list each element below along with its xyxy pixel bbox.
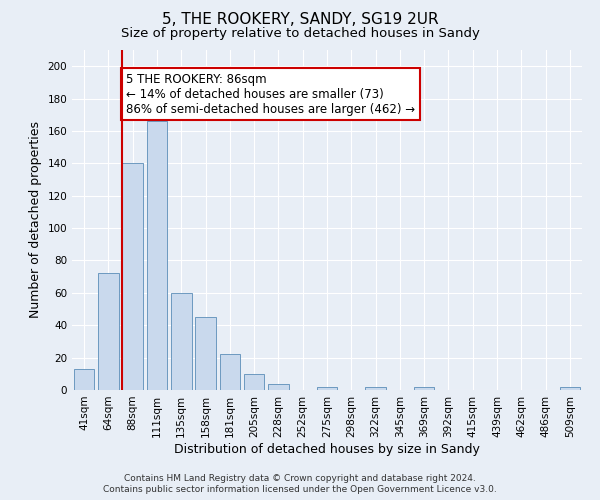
Bar bbox=[146, 121, 167, 390]
Bar bbox=[171, 293, 191, 390]
Bar bbox=[560, 387, 580, 390]
Text: 5, THE ROOKERY, SANDY, SG19 2UR: 5, THE ROOKERY, SANDY, SG19 2UR bbox=[161, 12, 439, 28]
Text: 5 THE ROOKERY: 86sqm
← 14% of detached houses are smaller (73)
86% of semi-detac: 5 THE ROOKERY: 86sqm ← 14% of detached h… bbox=[126, 72, 415, 116]
Bar bbox=[268, 384, 289, 390]
Bar bbox=[122, 164, 143, 390]
Bar bbox=[74, 369, 94, 390]
Text: Contains HM Land Registry data © Crown copyright and database right 2024.
Contai: Contains HM Land Registry data © Crown c… bbox=[103, 474, 497, 494]
Bar bbox=[244, 374, 265, 390]
Bar bbox=[365, 387, 386, 390]
Bar bbox=[98, 274, 119, 390]
Bar bbox=[195, 317, 216, 390]
Bar bbox=[220, 354, 240, 390]
Y-axis label: Number of detached properties: Number of detached properties bbox=[29, 122, 42, 318]
Bar bbox=[317, 387, 337, 390]
Text: Size of property relative to detached houses in Sandy: Size of property relative to detached ho… bbox=[121, 28, 479, 40]
Bar bbox=[414, 387, 434, 390]
X-axis label: Distribution of detached houses by size in Sandy: Distribution of detached houses by size … bbox=[174, 442, 480, 456]
